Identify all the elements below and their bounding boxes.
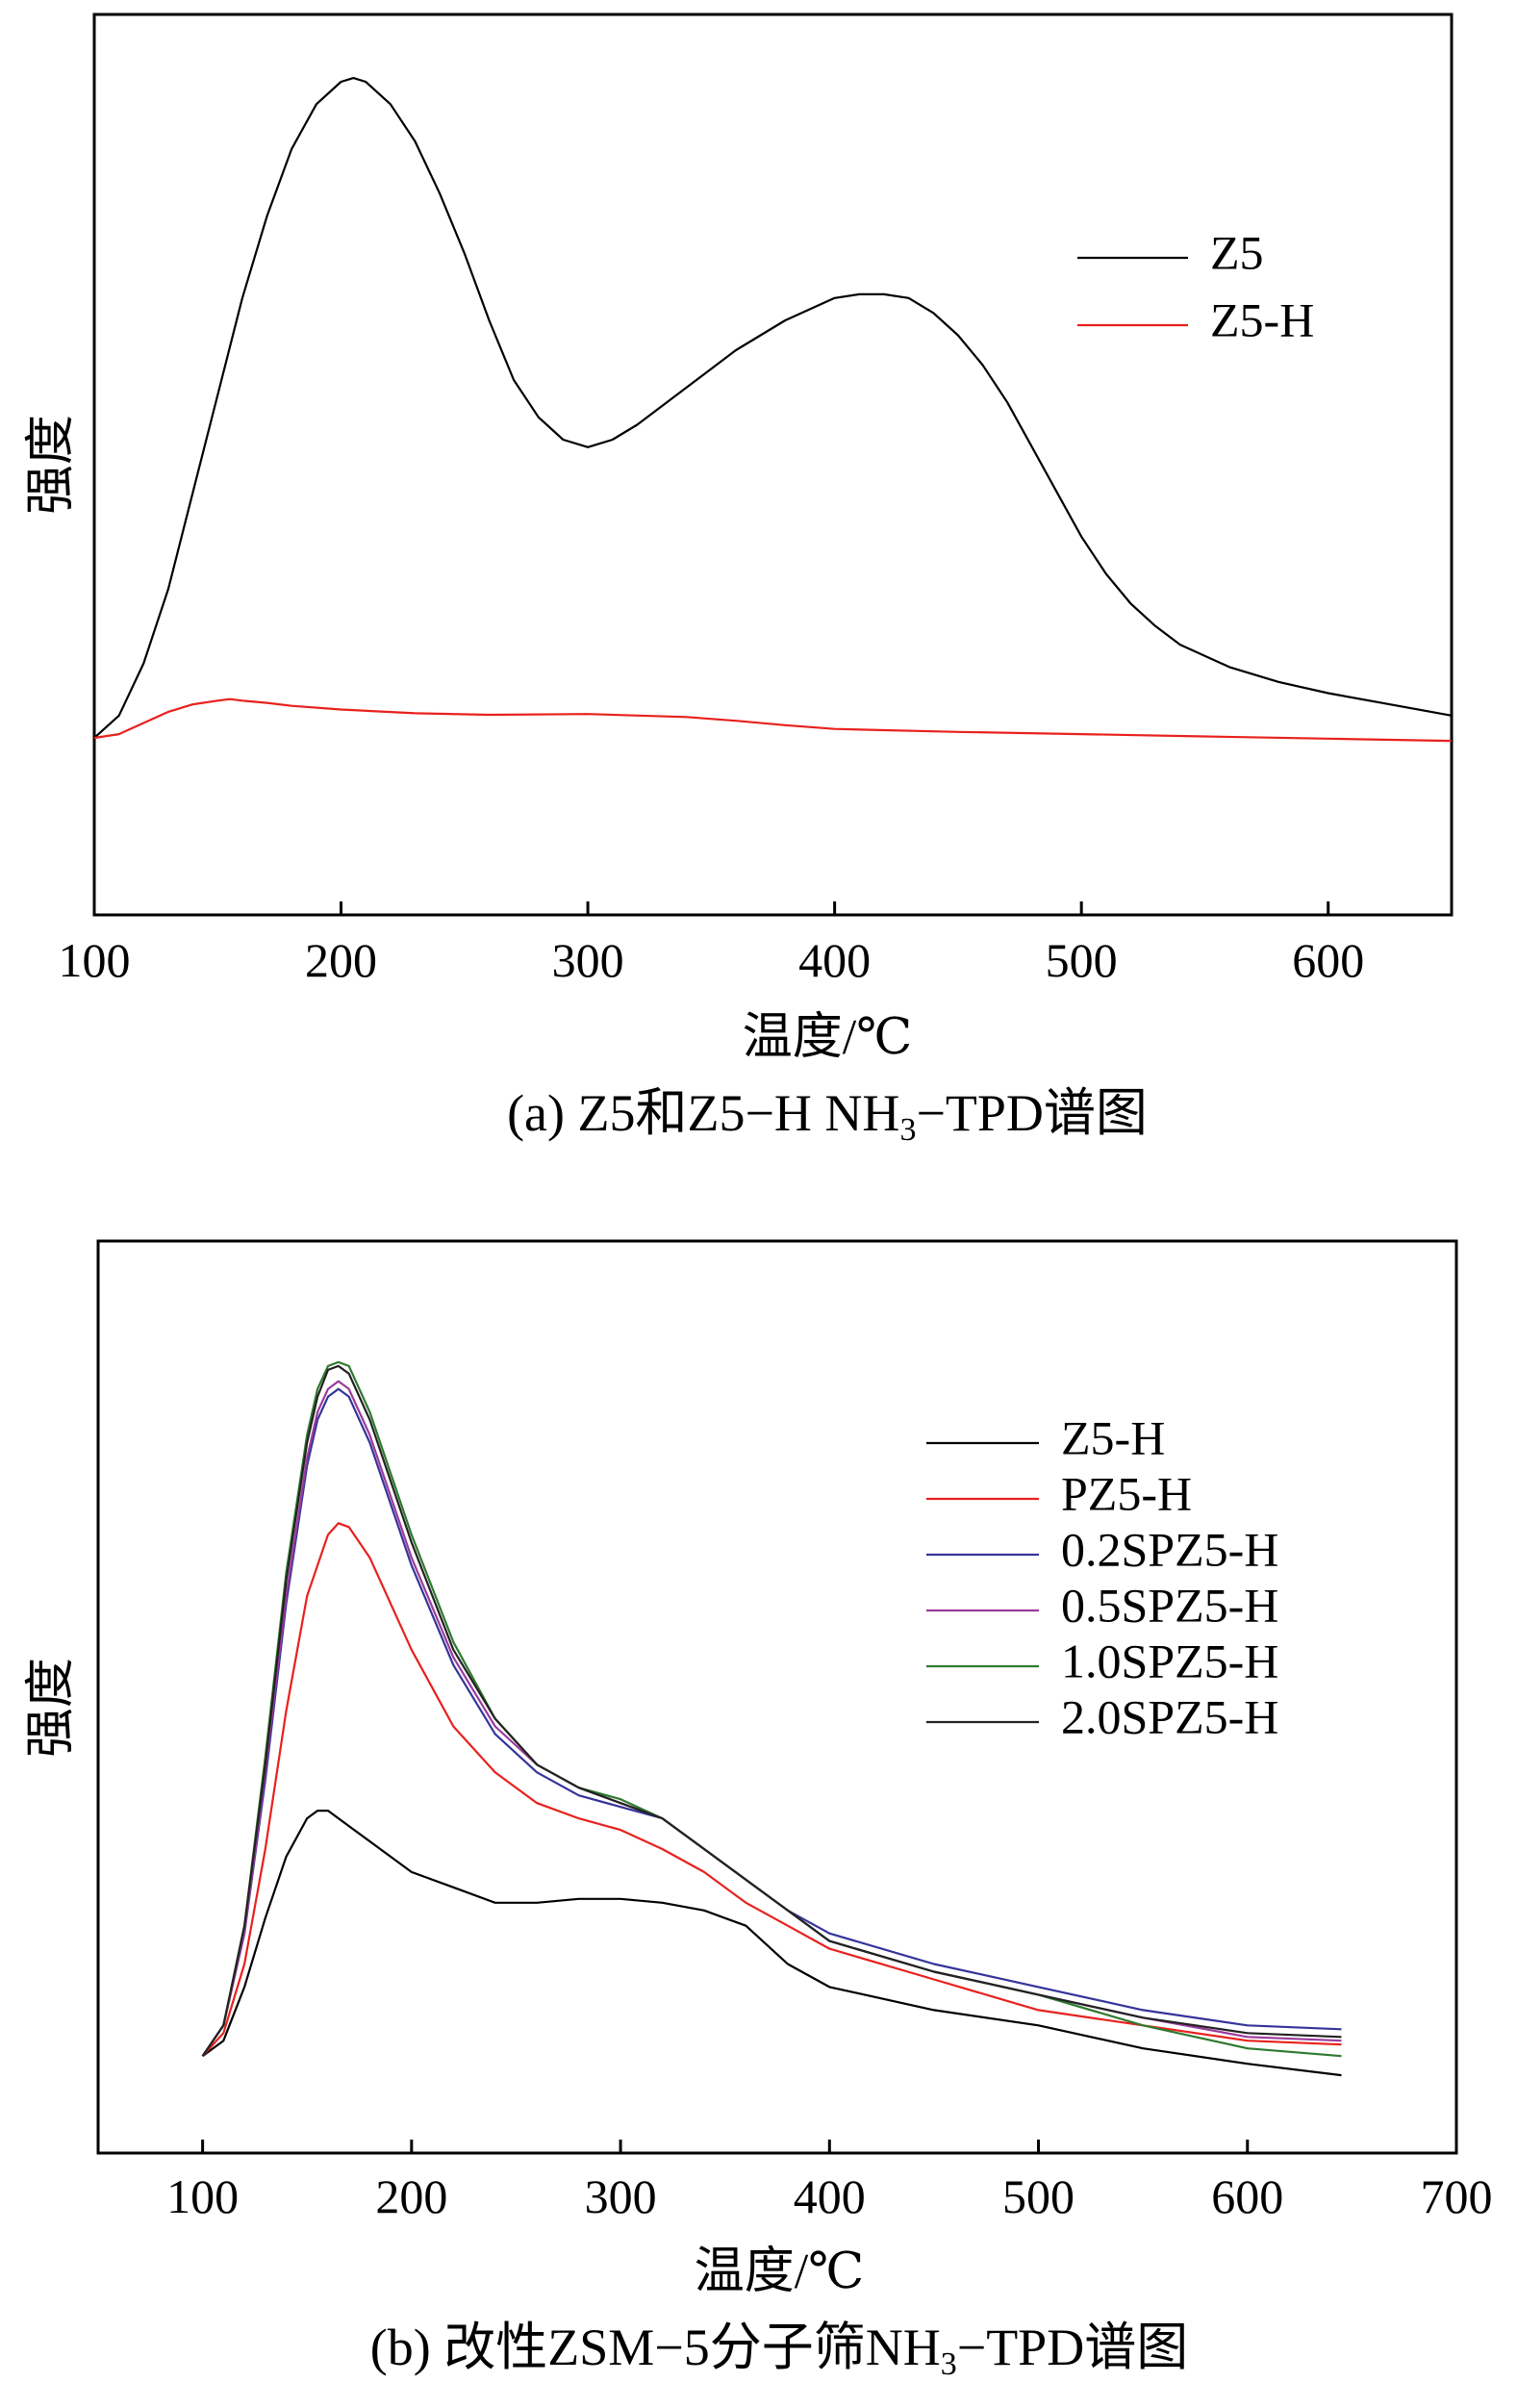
- legend-label: Z5-H: [1061, 1410, 1165, 1464]
- plot-frame-b: [96, 1239, 1458, 2155]
- legend-label: 0.5SPZ5-H: [1061, 1578, 1278, 1632]
- legend-a: Z5 Z5-H: [1077, 225, 1314, 346]
- caption-a: (a) Z5和Z5−H NH3−TPD谱图: [507, 1084, 1148, 1148]
- plot-frame-a: [92, 13, 1454, 917]
- series-line-pz5-h: [201, 1522, 1342, 2057]
- series-line-0-2spz5-h: [201, 1387, 1342, 2057]
- x-tick-label: 400: [794, 2169, 866, 2223]
- x-tick-label: 500: [1046, 933, 1118, 987]
- x-tick-label: 200: [305, 933, 377, 987]
- series-line-2-0spz5-h: [201, 1364, 1342, 2057]
- x-ticks-a: 100 200 300 400 500 600: [59, 901, 1364, 987]
- panel-b: 100 200 300 400 500 600 700 Z5-HPZ5-H0.2SPZ5-H…: [24, 1239, 1493, 2382]
- legend-b: Z5-HPZ5-H0.2SPZ5-H0.5SPZ5-H1.0SPZ5-H2.0S…: [926, 1410, 1278, 1743]
- x-axis-label-a: 温度/℃: [743, 1010, 913, 1065]
- y-axis-label-b: 强度: [24, 1658, 79, 1758]
- legend-label: PZ5-H: [1061, 1466, 1192, 1520]
- legend-label: 0.2SPZ5-H: [1061, 1522, 1278, 1576]
- caption-b-prefix: (b) 改性ZSM−5分子筛NH: [370, 2319, 941, 2376]
- legend-label: 1.0SPZ5-H: [1061, 1634, 1278, 1687]
- x-tick-label: 700: [1421, 2169, 1493, 2223]
- caption-a-prefix: (a) Z5和Z5−H NH: [507, 1084, 899, 1142]
- series-line-z5: [93, 77, 1453, 739]
- caption-b-subscript: 3: [941, 2346, 957, 2382]
- x-ticks-b: 100 200 300 400 500 600 700: [166, 2140, 1493, 2223]
- legend-label: Z5: [1210, 225, 1264, 279]
- caption-a-subscript: 3: [899, 1112, 916, 1148]
- x-tick-label: 300: [552, 933, 624, 987]
- series-group-b: [201, 1360, 1342, 2077]
- x-tick-label: 400: [798, 933, 871, 987]
- x-tick-label: 200: [375, 2169, 447, 2223]
- legend-label: 2.0SPZ5-H: [1061, 1689, 1278, 1743]
- series-group-a: [93, 77, 1453, 743]
- caption-b-suffix: −TPD谱图: [957, 2319, 1188, 2376]
- caption-b: (b) 改性ZSM−5分子筛NH3−TPD谱图: [370, 2319, 1188, 2382]
- panel-a: 100 200 300 400 500 600 Z5 Z5-H 强度 温度/℃ (a) Z5…: [24, 13, 1454, 1148]
- x-tick-label: 600: [1292, 933, 1364, 987]
- x-tick-label: 500: [1002, 2169, 1075, 2223]
- x-axis-label-b: 温度/℃: [695, 2244, 865, 2299]
- x-tick-label: 100: [166, 2169, 239, 2223]
- y-axis-label-a: 强度: [24, 415, 79, 515]
- x-tick-label: 300: [585, 2169, 657, 2223]
- legend-label: Z5-H: [1210, 292, 1314, 346]
- x-tick-label: 100: [59, 933, 131, 987]
- caption-a-suffix: −TPD谱图: [916, 1084, 1147, 1142]
- x-tick-label: 600: [1211, 2169, 1283, 2223]
- series-line-z5-h: [201, 1810, 1342, 2077]
- series-line-z5-h: [93, 697, 1453, 743]
